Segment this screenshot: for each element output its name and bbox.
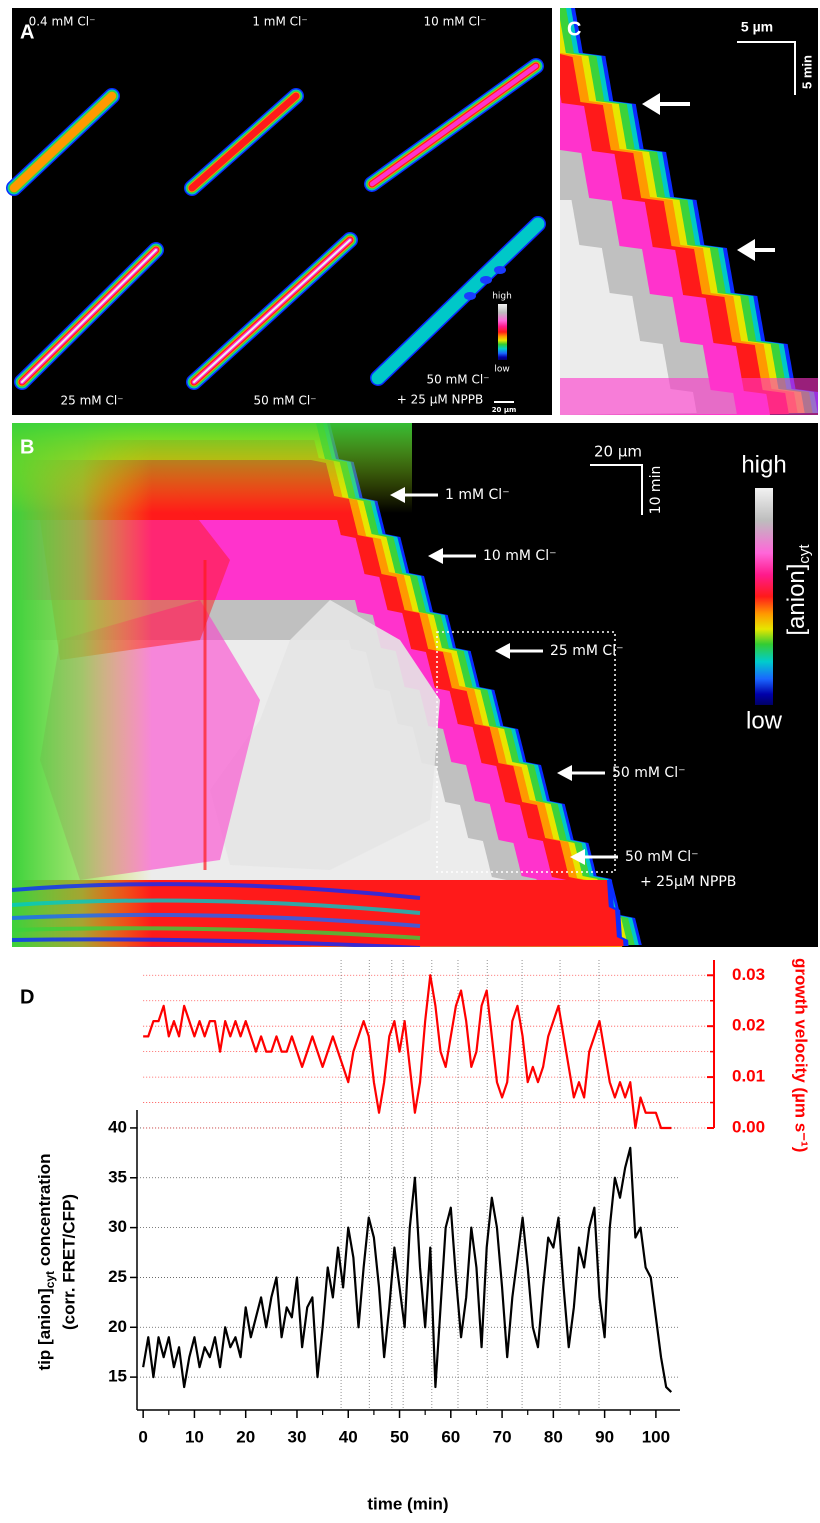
series-line — [143, 974, 672, 1130]
y-tick-label: 30 — [108, 1217, 127, 1236]
condition-label: 50 mM Cl⁻ — [254, 394, 317, 408]
hypha — [21, 249, 157, 383]
scale-bar-label: 20 µm — [594, 443, 642, 461]
panel-a-background — [12, 8, 552, 415]
arrow-label: 25 mM Cl⁻ — [550, 643, 624, 659]
colorbar — [755, 488, 773, 705]
bottom-streak — [12, 926, 421, 940]
panel-label: A — [20, 21, 34, 43]
colorbar — [498, 304, 507, 360]
hypha — [369, 63, 539, 187]
arrow-head — [557, 765, 572, 781]
colorbar-high: high — [492, 292, 512, 302]
arrow-label: 10 mM Cl⁻ — [483, 548, 557, 564]
x-tick-label: 90 — [595, 1427, 614, 1446]
scale-bar — [737, 41, 796, 95]
arrow-head — [495, 643, 510, 659]
hypha — [371, 217, 545, 385]
y-label-part: tip [anion] — [35, 1288, 54, 1370]
hypha — [193, 239, 351, 383]
x-tick-label: 0 — [138, 1427, 147, 1446]
bottom-streak — [12, 937, 421, 947]
colorbar-low: low — [494, 365, 509, 375]
x-tick-label: 10 — [185, 1427, 204, 1446]
arrow-head — [570, 849, 585, 865]
hyphae — [6, 58, 546, 390]
y-label-part: concentration — [35, 1154, 54, 1266]
y2-tick-label: 0.03 — [732, 965, 765, 984]
condition-label: 10 mM Cl⁻ — [424, 15, 487, 29]
white-blob — [210, 600, 440, 870]
condition-label: 25 mM Cl⁻ — [61, 394, 124, 408]
condition-label: 0.4 mM Cl⁻ — [29, 15, 96, 29]
y2-tick-label: 0.01 — [732, 1067, 765, 1086]
condition-label: 1 mM Cl⁻ — [252, 15, 307, 29]
y2-axis-label: growth velocity (µm s⁻¹) — [792, 958, 811, 1152]
x-axis-label: time (min) — [367, 1494, 448, 1513]
arrow-label: 1 mM Cl⁻ — [445, 487, 510, 503]
x-tick-label: 40 — [339, 1427, 358, 1446]
vacuole — [480, 276, 492, 284]
x-tick-label: 20 — [236, 1427, 255, 1446]
x-tick-label: 70 — [493, 1427, 512, 1446]
arrow-label: 50 mM Cl⁻ — [612, 765, 686, 781]
kymograph-b — [12, 423, 642, 947]
y2-tick-label: 0.02 — [732, 1016, 765, 1035]
x-tick-label: 30 — [288, 1427, 307, 1446]
arrow — [642, 93, 690, 115]
quantity-subscript: cyt — [796, 544, 813, 564]
colorbar-high: high — [741, 451, 786, 478]
bottom-band — [560, 378, 818, 415]
scale-bar-label: 5 min — [799, 55, 814, 89]
arrow-head — [428, 548, 443, 564]
scale-bar-label: 20 µm — [492, 406, 517, 414]
x-tick-label: 100 — [642, 1427, 670, 1446]
condition-label: + 25 µM NPPB — [397, 393, 483, 407]
y-tick-label: 15 — [108, 1367, 127, 1386]
y-label-subscript: cyt — [43, 1271, 57, 1288]
scale-bar — [590, 464, 643, 515]
kymograph-layer — [560, 200, 697, 415]
bottom-streak — [12, 882, 421, 900]
vacuole — [464, 292, 476, 300]
bottom-streak — [12, 912, 421, 928]
hypha — [188, 92, 300, 192]
colorbar-quantity: [anion]cyt — [783, 544, 813, 636]
y2-tick-label: 0.00 — [732, 1117, 765, 1136]
scale-bar-label: 5 µm — [741, 19, 773, 35]
arrow — [737, 239, 775, 261]
y-axis-label: tip [anion]cyt concentration — [35, 1154, 57, 1371]
y-tick-label: 40 — [108, 1117, 127, 1136]
chart: 0 10 20 30 40 50 60 70 80 90 100 15 20 25 30 35 40 0.00 0.… — [108, 960, 765, 1446]
kymograph-c — [560, 8, 818, 415]
bottom-streak — [12, 898, 421, 915]
vacuole — [494, 266, 506, 274]
panel-label: B — [20, 436, 34, 458]
condition-label: 50 mM Cl⁻ — [427, 373, 490, 387]
zoom-box — [436, 631, 616, 873]
x-tick-label: 50 — [390, 1427, 409, 1446]
panel-label: C — [567, 18, 581, 40]
quantity: [anion] — [783, 564, 810, 636]
x-tick-label: 80 — [544, 1427, 563, 1446]
y-tick-label: 35 — [108, 1167, 127, 1186]
panel-label: D — [20, 986, 34, 1008]
arrow-head — [390, 487, 405, 503]
x-tick-label: 60 — [441, 1427, 460, 1446]
scale-bar-label: 10 min — [648, 466, 664, 515]
series-line — [142, 1146, 673, 1393]
colorbar-low: low — [746, 707, 783, 734]
y-tick-label: 25 — [108, 1267, 127, 1286]
y-tick-label: 20 — [108, 1317, 127, 1336]
y-axis-label: (corr. FRET/CFP) — [59, 1194, 78, 1330]
top-overlay — [12, 423, 412, 513]
arrow-label: 50 mM Cl⁻ — [625, 849, 699, 865]
arrows: 1 mM Cl⁻ 10 mM Cl⁻ 25 mM Cl⁻ 50 mM Cl⁻ 50 mM… — [390, 487, 736, 890]
arrow-label: + 25µM NPPB — [640, 874, 736, 890]
hypha — [9, 91, 117, 193]
